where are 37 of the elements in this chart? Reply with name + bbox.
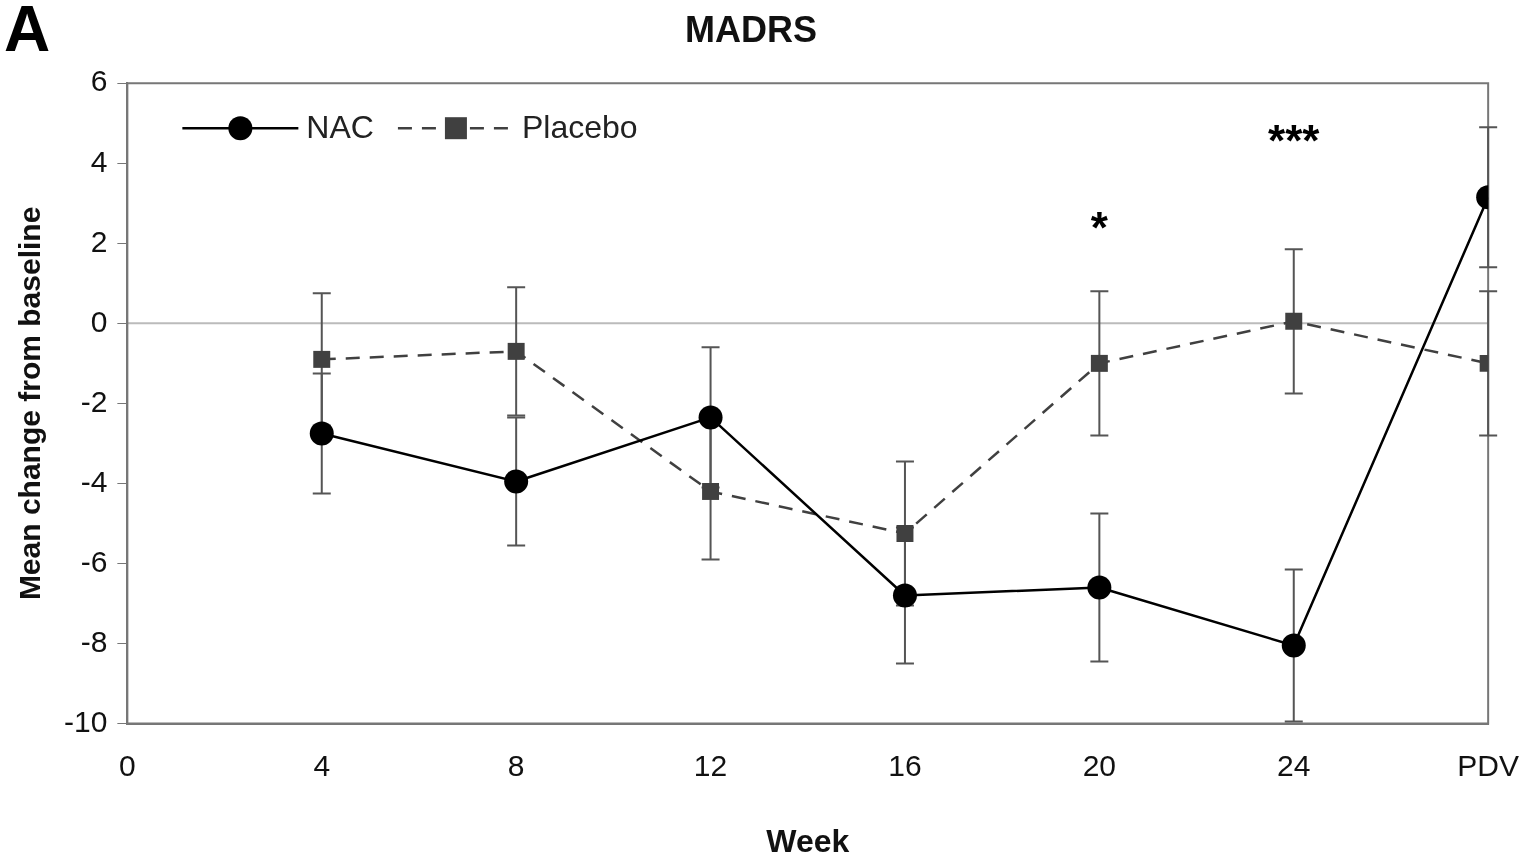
point bbox=[1090, 354, 1108, 372]
y-tick-label: -4 bbox=[80, 464, 108, 498]
y-tick-label: -8 bbox=[80, 624, 108, 658]
point bbox=[313, 350, 331, 368]
y-tick-label: 0 bbox=[90, 304, 108, 338]
x-axis-title: Week bbox=[766, 822, 850, 859]
x-tick-label: 4 bbox=[313, 748, 331, 782]
point bbox=[698, 405, 723, 430]
point bbox=[892, 583, 917, 608]
legend-label: Placebo bbox=[521, 109, 638, 146]
text: A bbox=[4, 0, 51, 66]
point bbox=[1285, 312, 1303, 330]
point bbox=[1087, 575, 1112, 600]
y-tick-label: 6 bbox=[90, 64, 108, 98]
chart-title: MADRS bbox=[685, 8, 817, 50]
point bbox=[504, 469, 529, 494]
y-tick-label: -2 bbox=[80, 384, 108, 418]
y-tick-label: -10 bbox=[64, 704, 108, 738]
annotation: * bbox=[1090, 203, 1109, 253]
y-tick-label: -6 bbox=[80, 544, 108, 578]
point bbox=[309, 421, 334, 446]
x-tick-label: 12 bbox=[693, 748, 728, 782]
y-tick-label: 2 bbox=[90, 224, 108, 258]
x-tick-label: 8 bbox=[507, 748, 525, 782]
x-tick-label: PDV bbox=[1457, 748, 1519, 782]
x-tick-label: 0 bbox=[119, 748, 136, 782]
x-tick-label: 24 bbox=[1277, 748, 1311, 782]
annotation: *** bbox=[1268, 116, 1321, 166]
point bbox=[507, 342, 525, 360]
y-tick-label: 4 bbox=[90, 144, 108, 178]
point bbox=[896, 525, 914, 542]
x-tick-label: 16 bbox=[888, 748, 922, 782]
legend-label: NAC bbox=[306, 109, 374, 146]
point bbox=[702, 482, 720, 500]
x-tick-label: 20 bbox=[1082, 748, 1117, 782]
y-axis-title: Mean change from baseline bbox=[13, 206, 47, 601]
point bbox=[1281, 633, 1306, 658]
